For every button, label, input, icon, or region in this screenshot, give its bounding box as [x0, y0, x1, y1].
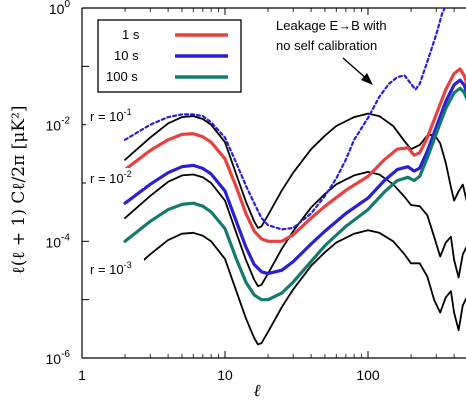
series-group [123, 8, 466, 346]
leakage-annotation-line1: Leakage E→B with [276, 18, 387, 33]
legend-label-1s: 1 s [122, 27, 140, 42]
r-label-1e-1-bg [86, 106, 144, 126]
r-label-1e-2-bg [86, 168, 144, 188]
leakage-arrow-head [361, 73, 373, 85]
legend-label-10s: 10 s [114, 48, 139, 63]
legend: 1 s 10 s 100 s [97, 19, 242, 93]
series-r-10-2 [124, 170, 466, 288]
series-100-s [123, 86, 466, 302]
series-leakage-e-b [123, 8, 446, 231]
r-label-1e-1-text: r = 10-1 [90, 107, 132, 124]
x-tick-label-1: 1 [78, 367, 86, 383]
r-label-1e-1: r = 10-1 [86, 106, 144, 126]
legend-entry-10s: 10 s [114, 48, 228, 63]
r-label-1e-3-bg [86, 259, 144, 279]
r-label-1e-2: r = 10-2 [86, 168, 144, 188]
series-r-10-3 [124, 229, 466, 346]
leakage-annotation-line2: no self calibration [276, 38, 377, 53]
legend-label-100s: 100 s [106, 69, 138, 84]
series-10-s [123, 78, 466, 276]
legend-entry-100s: 100 s [106, 69, 228, 84]
r-label-1e-3: r = 10-3 [86, 259, 144, 279]
y-axis-label: ℓ(ℓ + 1) Cℓ/2π [μK²] [9, 106, 29, 275]
y-tick-label--4: 10-4 [46, 232, 71, 250]
r-label-1e-2-text: r = 10-2 [90, 169, 132, 186]
y-tick-label--6: 10-6 [46, 349, 71, 367]
x-tick-label-10: 10 [217, 367, 233, 383]
series-r-10-1 [124, 112, 466, 229]
r-label-1e-3-text: r = 10-3 [90, 260, 132, 277]
y-tick-label-0: 100 [49, 0, 71, 17]
x-axis-label: ℓ [253, 381, 260, 401]
ticks-group: 1 10 100 100 10-2 10-4 10-6 [46, 0, 455, 383]
x-tick-label-100: 100 [356, 367, 380, 383]
series-1-s [123, 67, 466, 243]
leakage-arrow-line [342, 57, 369, 81]
y-tick-label--2: 10-2 [46, 116, 71, 134]
legend-entry-1s: 1 s [122, 27, 228, 42]
leakage-annotation: Leakage E→B with no self calibration [276, 18, 387, 85]
